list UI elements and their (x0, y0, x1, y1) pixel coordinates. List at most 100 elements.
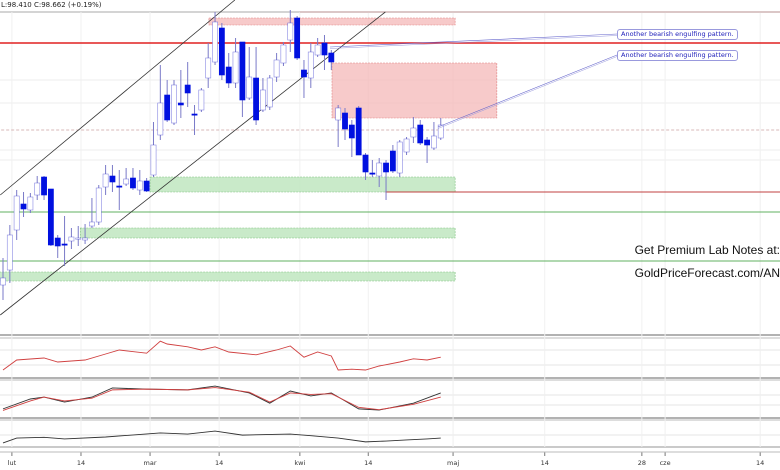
candle-body (239, 41, 246, 101)
candle-body (6, 234, 13, 271)
candle-bullish (396, 140, 403, 177)
candle-bullish (437, 118, 444, 140)
candle-bearish (362, 153, 369, 180)
candle-body (184, 84, 191, 94)
candle-body (328, 52, 335, 63)
candle-bearish (253, 47, 259, 125)
candle-bearish (328, 50, 335, 70)
candle-bearish (184, 62, 191, 107)
promo-line-1: Get Premium Lab Notes at: (634, 243, 780, 257)
candle-bearish (61, 216, 68, 266)
candle-body (266, 77, 273, 108)
candle-bearish (294, 16, 301, 60)
candle-body (246, 76, 253, 99)
resistance-zone-big (331, 62, 498, 119)
candle-bullish (82, 224, 88, 244)
candle-body (20, 203, 27, 210)
candle-body (136, 180, 143, 191)
candle-bullish (102, 165, 109, 195)
candle-body (383, 162, 389, 173)
indicator-line-panel-1 (2, 340, 441, 371)
candle-body (212, 21, 218, 63)
candle-bullish (150, 122, 157, 177)
candle-body (424, 139, 430, 146)
candle-body (82, 237, 88, 241)
annotation-connector (329, 33, 618, 48)
candle-body (396, 141, 403, 174)
candle-bearish (301, 60, 307, 98)
indicator-line-panel-3 (2, 430, 441, 444)
x-tick-label: mar (143, 459, 157, 467)
candle-bullish (95, 185, 102, 225)
candle-body (389, 150, 396, 172)
candle-body (54, 237, 61, 247)
candle-bullish (27, 193, 34, 213)
candle-body (369, 172, 376, 175)
candle-body (218, 27, 225, 76)
candle-body (13, 195, 20, 231)
candle-bearish (383, 160, 389, 200)
candle-body (307, 51, 314, 79)
candle-bearish (239, 41, 246, 117)
candle-bullish (123, 168, 130, 186)
candle-bearish (348, 120, 355, 157)
candle-body (89, 221, 95, 227)
channel-upper (0, 0, 236, 196)
candle-body (109, 175, 116, 183)
x-tick-label: 14 (215, 459, 224, 467)
candle-body (280, 44, 287, 64)
candle-bearish (369, 160, 376, 177)
x-tick-label: maj (447, 459, 460, 467)
annotation-connector (329, 35, 618, 49)
candle-bearish (321, 35, 328, 70)
candle-bullish (266, 75, 273, 110)
candle-bullish (273, 53, 280, 82)
candle-bearish (355, 106, 362, 156)
candle-bullish (403, 137, 410, 155)
candle-bullish (6, 225, 13, 283)
candles (0, 10, 444, 300)
x-tick-label: cze (659, 459, 671, 467)
candle-body (68, 236, 75, 242)
x-tick-label: 14 (756, 459, 765, 467)
candle-bullish (376, 158, 383, 187)
candle-body (177, 102, 184, 106)
candle-body (314, 44, 321, 56)
candle-body (171, 84, 177, 124)
annotation-connector (437, 56, 618, 129)
indicator-line-panel-2 (2, 385, 441, 411)
candle-bullish (314, 38, 321, 57)
candle-bullish (260, 78, 266, 112)
trend-lines (0, 0, 386, 316)
candle-body (232, 51, 239, 84)
candle-body (0, 277, 6, 286)
candle-body (287, 22, 294, 41)
candle-body (102, 173, 109, 188)
ohlc-readout: L:98.410 C:98.662 (+0.19%) (1, 1, 102, 9)
x-tick-label: kwi (294, 459, 306, 467)
candle-bearish (130, 168, 136, 190)
candle-body (95, 187, 102, 223)
support-zone-3 (0, 271, 456, 282)
candle-bullish (307, 43, 314, 88)
candle-body (61, 243, 68, 246)
candle-body (225, 66, 232, 84)
promo-line-2[interactable]: GoldPriceForecast.com/AN (634, 266, 780, 280)
candle-body (191, 113, 198, 116)
candle-body (27, 196, 34, 211)
candle-body (260, 89, 266, 111)
resistance-zone-top (208, 17, 456, 26)
candle-bearish (20, 192, 27, 217)
candle-bullish (89, 198, 95, 228)
indicator-line-panel-2 (2, 387, 441, 411)
support-zone-1 (149, 176, 456, 193)
candle-bullish (410, 117, 417, 143)
candle-body (157, 102, 164, 136)
candle-bearish (342, 108, 348, 140)
candle-body (198, 89, 205, 111)
candle-body (75, 237, 82, 240)
candle-body (47, 188, 54, 246)
candle-body (342, 112, 348, 130)
x-tick-label: 14 (540, 459, 549, 467)
